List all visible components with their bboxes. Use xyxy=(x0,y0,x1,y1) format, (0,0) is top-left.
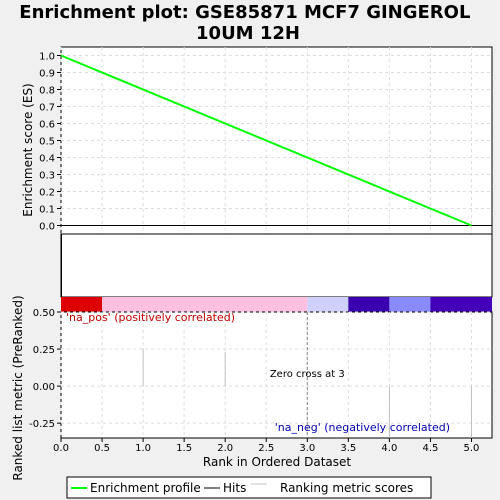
es-y-tick-label-6: 0.6 xyxy=(39,120,55,131)
x-tick-label-4: 2.0 xyxy=(217,443,233,454)
x-tick-label-3: 1.5 xyxy=(176,443,192,454)
chart-title-line-2: 10UM 12H xyxy=(196,23,300,44)
x-tick-label-10: 5.0 xyxy=(464,443,480,454)
color-bar-segment-3 xyxy=(348,297,390,312)
legend-box xyxy=(66,476,432,499)
rank-color-bar xyxy=(61,297,492,312)
es-y-label: Enrichment score (ES) xyxy=(21,83,35,216)
es-series xyxy=(60,54,472,227)
es-y-tick-label-3: 0.3 xyxy=(39,171,55,182)
x-tick-label-6: 3.0 xyxy=(299,443,315,454)
chart-title: Enrichment plot: GSE85871 MCF7 GINGEROL … xyxy=(19,2,476,44)
metric-bars xyxy=(142,349,472,438)
color-bar-segment-5 xyxy=(430,297,492,312)
es-y-tick-label-5: 0.5 xyxy=(39,137,55,148)
legend-label-ranking-metric-scores: Ranking metric scores xyxy=(280,481,413,495)
x-axis-label: Rank in Ordered Dataset xyxy=(203,455,351,469)
es-y-tick-label-0: 0.0 xyxy=(39,222,55,233)
metric-y-tick-label-0: 0.50 xyxy=(33,308,55,319)
es-y-tick-label-8: 0.8 xyxy=(39,86,55,97)
chart-title-line-1: Enrichment plot: GSE85871 MCF7 GINGEROL xyxy=(19,2,470,23)
metric-panel xyxy=(60,311,493,439)
x-tick-label-9: 4.5 xyxy=(422,443,438,454)
x-tick-label-7: 3.5 xyxy=(340,443,356,454)
es-y-axis: 0.0 0.1 0.2 0.3 0.4 0.5 0.6 0.7 0.8 0.9 1.0 xyxy=(39,52,61,233)
es-y-tick-label-1: 0.1 xyxy=(39,205,55,216)
color-bar-segment-2 xyxy=(307,297,349,312)
metric-y-tick-label-1: 0.25 xyxy=(33,345,55,356)
legend-label-enrichment-profile: Enrichment profile xyxy=(90,481,201,495)
es-y-tick-label-2: 0.2 xyxy=(39,188,55,199)
positive-correlation-label: 'na_pos' (positively correlated) xyxy=(66,311,235,324)
legend-item-hits: Hits xyxy=(204,481,246,495)
color-bar-segment-1 xyxy=(102,297,308,312)
metric-y-tick-label-3: -0.25 xyxy=(29,419,55,430)
negative-correlation-label: 'na_neg' (negatively correlated) xyxy=(275,421,450,434)
es-panel xyxy=(60,46,493,235)
x-tick-label-5: 2.5 xyxy=(258,443,274,454)
color-bar-segment-0 xyxy=(61,297,103,312)
zero-cross-label: Zero cross at 3 xyxy=(270,369,345,380)
es-y-tick-label-4: 0.4 xyxy=(39,154,55,165)
metric-y-label: Ranked list metric (PreRanked) xyxy=(11,295,25,480)
legend-label-hits: Hits xyxy=(223,481,246,495)
es-y-tick-label-10: 1.0 xyxy=(39,52,55,63)
metric-y-tick-label-2: 0.00 xyxy=(33,382,55,393)
es-grid xyxy=(60,47,492,234)
es-y-tick-label-7: 0.7 xyxy=(39,103,55,114)
x-tick-label-2: 1.0 xyxy=(135,443,151,454)
hits-panel xyxy=(60,233,493,298)
metric-y-axis: 0.50 0.25 0.00 -0.25 xyxy=(29,308,61,430)
color-bar-segment-4 xyxy=(389,297,431,312)
es-y-tick-label-9: 0.9 xyxy=(39,69,55,80)
x-tick-label-0: 0.0 xyxy=(53,443,69,454)
es-series-line-0 xyxy=(60,54,472,227)
legend-item-enrichment-profile: Enrichment profile xyxy=(71,481,201,495)
x-axis: 0.0 0.5 1.0 1.5 2.0 2.5 3.0 3.5 4.0 4.5 5.0 xyxy=(53,438,479,454)
x-tick-label-1: 0.5 xyxy=(94,443,110,454)
x-tick-label-8: 4.0 xyxy=(381,443,397,454)
legend-item-ranking-metric-scores: Ranking metric scores xyxy=(251,481,413,495)
